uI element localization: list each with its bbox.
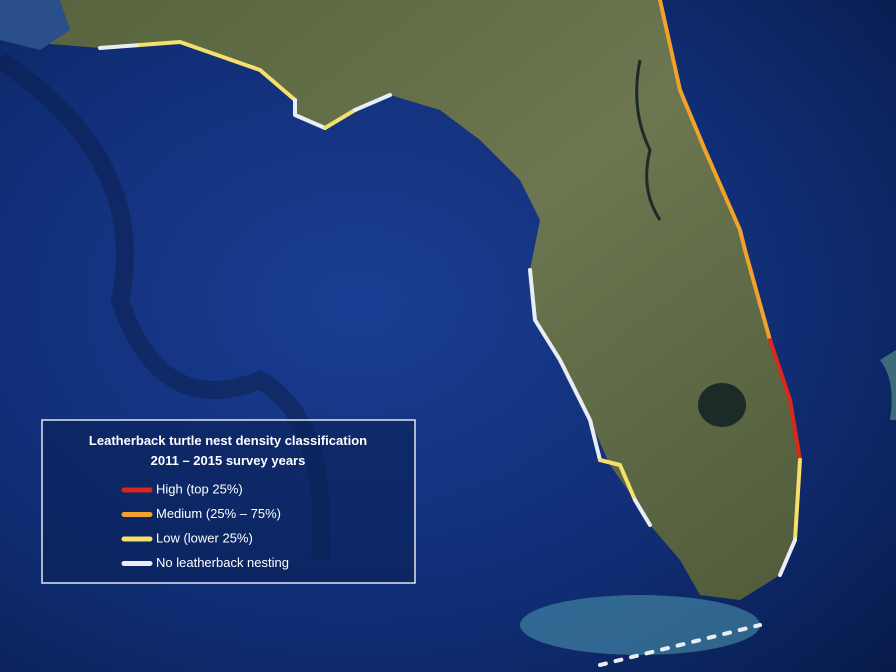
coast-segment [793, 458, 802, 542]
coast-segment [598, 623, 762, 667]
florida-land [0, 0, 800, 600]
shallows [520, 595, 760, 655]
legend-label: High (top 25%) [156, 481, 243, 496]
coast-segment [323, 108, 357, 130]
coast-segment [98, 43, 142, 50]
legend-box [41, 419, 416, 584]
coast-segment [138, 40, 297, 102]
legend-subtitle: 2011 – 2015 survey years [151, 453, 306, 468]
river [635, 59, 662, 221]
coast-segment [528, 268, 602, 462]
legend-label: No leatherback nesting [156, 555, 289, 570]
coast-segment [633, 498, 652, 527]
legend-items: High (top 25%) Medium (25% – 75%) Low (low… [121, 481, 289, 570]
legend-label: Medium (25% – 75%) [156, 506, 281, 521]
coast-segment [778, 538, 797, 577]
bay [0, 0, 70, 50]
coast-segment [768, 338, 802, 462]
coast-segment [353, 93, 392, 112]
legend-title: Leatherback turtle nest density classifi… [89, 433, 367, 448]
coast-segment [598, 458, 637, 502]
island [880, 350, 896, 420]
lake-okeechobee [698, 383, 746, 427]
coast-segment [293, 98, 327, 130]
coast-segment [658, 0, 772, 342]
legend-label: Low (lower 25%) [156, 530, 253, 545]
